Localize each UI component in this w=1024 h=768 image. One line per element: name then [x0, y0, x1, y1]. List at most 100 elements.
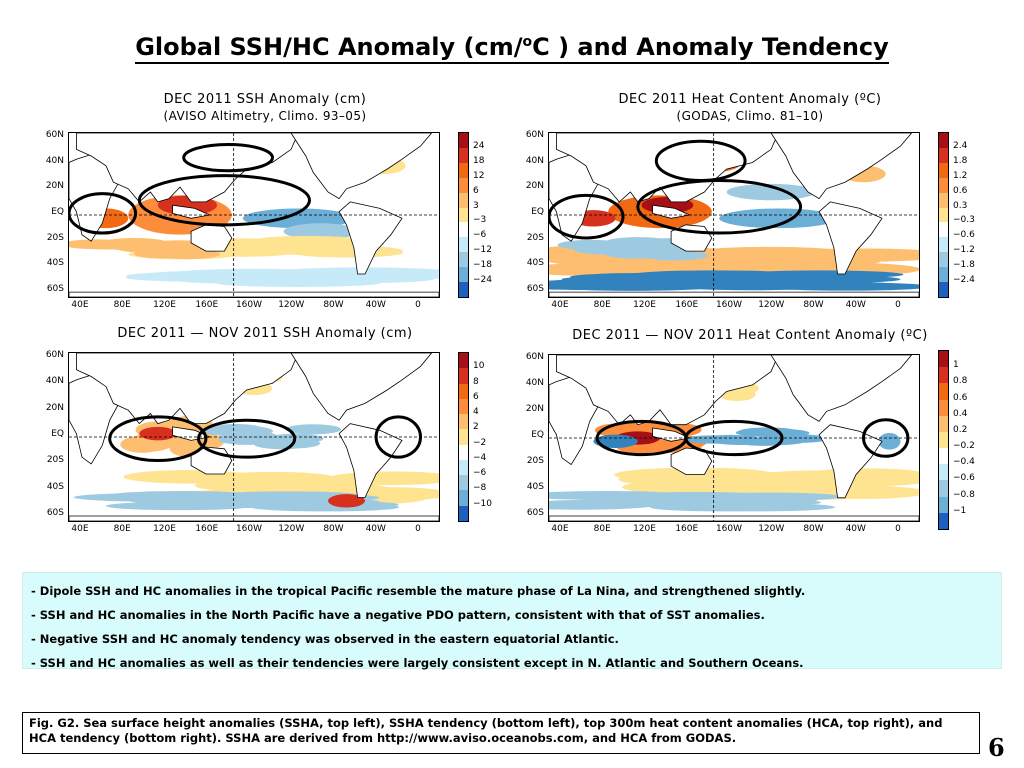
lat-tick-label: 20S	[526, 456, 544, 466]
lon-tick-label: 0	[415, 524, 421, 534]
anomaly-patch	[187, 495, 336, 505]
highlight-ellipse	[182, 142, 275, 173]
colorbar-swatch	[939, 192, 948, 208]
land-australia	[670, 447, 713, 475]
colorbar-label: 12	[473, 170, 485, 181]
bullet-item: - SSH and HC anomalies in the North Paci…	[31, 608, 765, 622]
colorbar-label: 0.6	[953, 185, 968, 196]
lat-tick-label: 40S	[46, 258, 64, 269]
lat-tick-label: EQ	[531, 430, 544, 440]
anomaly-field	[549, 372, 919, 512]
colorbar-swatch	[939, 351, 948, 368]
colorbar-label: 6	[473, 391, 479, 402]
colorbar-label: 3	[473, 200, 479, 211]
anomaly-patch	[101, 238, 168, 248]
lat-tick-label: 40N	[45, 155, 64, 166]
colorbar-label: 2	[473, 422, 479, 433]
colorbar-label: −24	[473, 275, 492, 286]
lon-tick-label: 80W	[323, 524, 344, 534]
colorbar-label: −0.6	[953, 473, 975, 484]
panel-title: DEC 2011 — NOV 2011 SSH Anomaly (cm)	[117, 326, 413, 341]
highlight-ellipse	[549, 193, 625, 240]
colorbar-swatch	[939, 399, 948, 416]
highlight-ellipse	[108, 415, 208, 463]
lat-tick-label: 20S	[46, 455, 64, 466]
lat-tick-label: 20S	[526, 232, 544, 243]
lon-tick-label: 40E	[551, 524, 569, 534]
lon-tick-label: 160W	[715, 300, 743, 310]
colorbar-label: −18	[473, 260, 492, 271]
anomaly-patch	[763, 282, 919, 291]
colorbar-label: 0.2	[953, 424, 968, 435]
colorbar-swatch	[459, 133, 468, 148]
lon-tick-label: 0	[895, 524, 901, 534]
colorbar-swatch	[459, 490, 468, 506]
bullet-item: - SSH and HC anomalies as well as their …	[31, 656, 804, 670]
anomaly-patch	[139, 426, 177, 441]
lat-tick-label: 40S	[526, 258, 544, 269]
colorbar-label: 1.2	[953, 170, 968, 181]
land-antarctica	[549, 291, 919, 297]
lon-tick-label: 80E	[113, 300, 131, 310]
anomaly-patch	[328, 494, 365, 508]
colorbar-label: −6	[473, 468, 487, 479]
anomaly-patch	[745, 436, 805, 446]
lon-tick-label: 80E	[593, 524, 611, 534]
panel-hc-anomaly: DEC 2011 Heat Content Anomaly (ºC) (GODA…	[510, 90, 990, 315]
map-svg	[69, 133, 439, 297]
map-area	[68, 132, 440, 298]
colorbar-swatch	[939, 267, 948, 283]
anomaly-patch	[283, 223, 358, 240]
anomaly-patch	[242, 244, 354, 254]
colorbar-label: 2.4	[953, 140, 968, 151]
lat-tick-label: 60S	[526, 284, 544, 294]
lon-tick-label: 120W	[278, 524, 305, 534]
panel-hc-tendency: DEC 2011 — NOV 2011 Heat Content Anomaly…	[510, 322, 990, 542]
colorbar-swatch	[459, 177, 468, 193]
panel-ssh-anomaly: DEC 2011 SSH Anomaly (cm) (AVISO Altimet…	[30, 90, 500, 315]
land-eurasia	[76, 353, 299, 425]
highlight-ellipse	[197, 418, 297, 459]
colorbar-label: −2	[473, 437, 487, 448]
lon-tick-label: 160E	[195, 300, 219, 310]
lat-tick-label: 40S	[46, 481, 64, 492]
map-area	[548, 132, 920, 298]
colorbar-label: 24	[473, 140, 485, 151]
colorbar-swatch	[459, 444, 468, 460]
colorbar-swatch	[939, 133, 948, 148]
lon-tick-label: 160E	[195, 524, 219, 534]
lat-tick-label: EQ	[51, 207, 64, 217]
lon-tick-label: 80E	[593, 300, 611, 310]
lat-tick-label: 40N	[525, 155, 544, 166]
lon-tick-label: 40W	[365, 300, 386, 310]
lat-tick-label: EQ	[51, 429, 64, 439]
anomaly-patch	[753, 478, 884, 492]
colorbar-label: 0.3	[953, 200, 968, 211]
lon-tick-label: 80E	[113, 524, 131, 534]
colorbar-label: 0.4	[953, 408, 968, 419]
land-antarctica	[69, 515, 439, 521]
lat-tick-label: 20N	[525, 181, 544, 192]
colorbar-swatch	[939, 237, 948, 253]
anomaly-patch	[878, 433, 901, 450]
lon-tick-label: 160E	[675, 524, 699, 534]
colorbar-label: −6	[473, 230, 487, 241]
colorbar-label: −0.6	[953, 230, 975, 241]
colorbar-swatch	[459, 222, 468, 238]
highlight-ellipse	[862, 418, 910, 458]
colorbar-label: 8	[473, 376, 479, 387]
colorbar-label: −12	[473, 245, 492, 256]
colorbar-swatch	[459, 207, 468, 223]
colorbar	[938, 350, 949, 530]
colorbar-swatch	[939, 282, 948, 297]
colorbar-swatch	[459, 267, 468, 283]
lon-tick-label: 40E	[71, 524, 89, 534]
highlight-ellipse	[684, 419, 784, 457]
lon-tick-label: 40W	[845, 524, 866, 534]
highlight-ellipse	[137, 174, 311, 227]
lon-tick-label: 40W	[845, 300, 866, 310]
colorbar-label: −0.3	[953, 215, 975, 226]
summary-bullets: - Dipole SSH and HC anomalies in the tro…	[22, 572, 1002, 670]
map-area	[548, 354, 920, 522]
anomaly-patch	[614, 468, 744, 482]
